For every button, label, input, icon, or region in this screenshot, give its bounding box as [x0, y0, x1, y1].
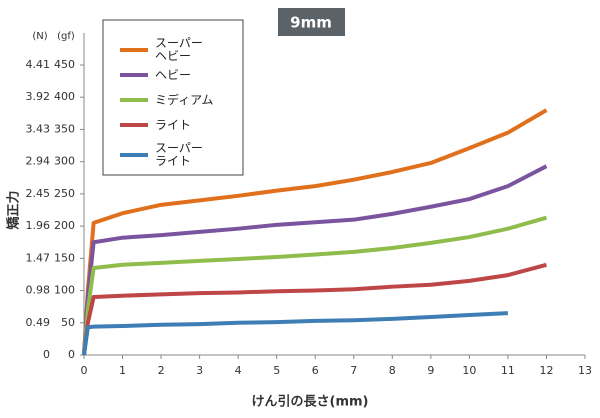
legend-label: ライト	[155, 117, 192, 132]
y-tick-label: 350	[54, 122, 75, 135]
x-tick-label: 13	[578, 364, 592, 377]
x-tick-label: 4	[235, 364, 242, 377]
y-tick-label: 400	[54, 90, 75, 103]
y-tick-label: 300	[54, 155, 75, 168]
y2-tick-label: 2.94	[26, 155, 51, 168]
legend-label: ヘビー	[155, 67, 192, 82]
y-tick-label: 450	[54, 58, 75, 71]
x-tick-label: 11	[501, 364, 515, 377]
y2-tick-label: 0.49	[26, 316, 51, 329]
series-line	[82, 215, 548, 356]
y-tick-label: 50	[61, 316, 75, 329]
x-tick-label: 10	[462, 364, 476, 377]
x-tick-label: 6	[312, 364, 319, 377]
x-label: けん引の長さ(mm)	[252, 395, 369, 410]
y2-tick-label: 3.43	[26, 122, 51, 135]
x-tick-label: 5	[273, 364, 280, 377]
y2-tick-label: 3.92	[26, 90, 51, 103]
y-unit: (gf)	[57, 31, 75, 42]
series-line	[82, 108, 548, 356]
y2-tick-label: 1.96	[26, 219, 51, 232]
y-tick-label: 0	[68, 348, 75, 361]
legend-label: スーパー ヘビー	[155, 36, 203, 63]
x-tick-label: 1	[119, 364, 126, 377]
legend-box	[102, 19, 244, 176]
x-tick-label: 0	[81, 364, 88, 377]
y-tick-label: 100	[54, 284, 75, 297]
y2-tick-label: 0.98	[26, 284, 51, 297]
x-tick-label: 3	[196, 364, 203, 377]
y2-tick-label: 4.41	[26, 58, 51, 71]
legend-label: スーパー ライト	[155, 141, 203, 168]
y2-unit: (N)	[32, 31, 47, 42]
x-tick-label: 8	[389, 364, 396, 377]
legend-label: ミディアム	[155, 92, 214, 107]
chart-title: 9mm	[290, 14, 332, 32]
series-line	[82, 262, 547, 356]
x-tick-label: 7	[350, 364, 357, 377]
y-tick-label: 200	[54, 219, 75, 232]
series-line	[82, 311, 509, 356]
title-box	[278, 8, 345, 36]
y-tick-label: 250	[54, 187, 75, 200]
y2-tick-label: 2.45	[26, 187, 51, 200]
y-tick-label: 150	[54, 251, 75, 264]
x-tick-label: 9	[427, 364, 434, 377]
y2-tick-label: 0	[43, 348, 50, 361]
x-tick-label: 2	[158, 364, 165, 377]
x-tick-label: 12	[539, 364, 553, 377]
y2-tick-label: 1.47	[26, 251, 51, 264]
y-label: 矯正力	[6, 190, 22, 229]
series-line	[82, 164, 548, 356]
